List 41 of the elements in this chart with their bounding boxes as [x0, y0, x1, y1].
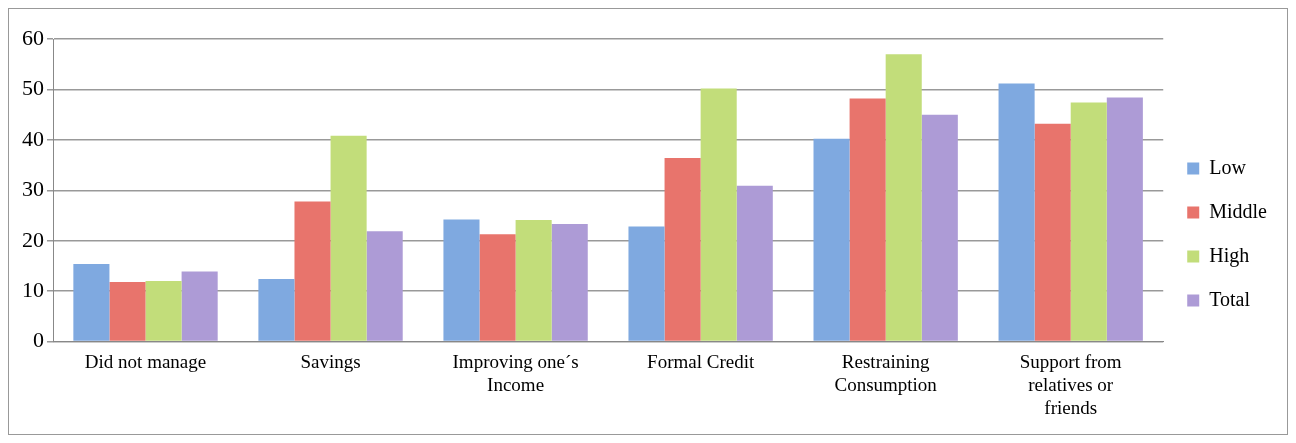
bar	[109, 282, 146, 341]
bar	[849, 98, 886, 341]
bar	[294, 201, 331, 341]
x-tick-label: Savings	[300, 350, 361, 372]
y-tick-label: 30	[22, 176, 44, 202]
y-tick-label: 40	[22, 125, 44, 151]
bar	[1034, 123, 1071, 341]
bar	[258, 279, 295, 341]
y-tick-label: 0	[33, 327, 44, 353]
bar	[736, 185, 773, 341]
bar	[921, 114, 958, 341]
y-tick-label: 10	[22, 276, 44, 302]
x-tick-label: Restraining Consumption	[834, 350, 938, 395]
bar	[73, 263, 110, 341]
bar	[330, 135, 367, 341]
bar	[628, 226, 665, 341]
legend-label: Middle	[1209, 199, 1268, 222]
x-tick-label: Support from relatives or friends	[1019, 350, 1122, 418]
y-tick-label: 20	[22, 226, 44, 252]
bar	[366, 231, 403, 341]
bar	[1070, 102, 1107, 341]
bar	[181, 271, 218, 341]
legend-label: High	[1209, 243, 1250, 267]
bar	[479, 234, 516, 341]
bar	[664, 158, 701, 341]
bar	[813, 138, 850, 341]
legend-label: Total	[1209, 287, 1251, 310]
x-tick-label: Formal Credit	[647, 350, 755, 372]
bar	[515, 220, 552, 341]
bar	[443, 219, 480, 341]
bar	[551, 224, 588, 341]
bar	[885, 54, 922, 341]
y-tick-label: 50	[22, 75, 44, 101]
bar	[700, 88, 737, 341]
bar	[998, 83, 1035, 341]
bar	[1106, 97, 1143, 341]
x-tick-label: Improving one´s Income	[452, 350, 579, 395]
x-tick-label: Did not manage	[84, 350, 207, 372]
y-tick-label: 60	[22, 24, 44, 50]
legend-label: Low	[1209, 155, 1247, 178]
bar	[145, 281, 182, 341]
